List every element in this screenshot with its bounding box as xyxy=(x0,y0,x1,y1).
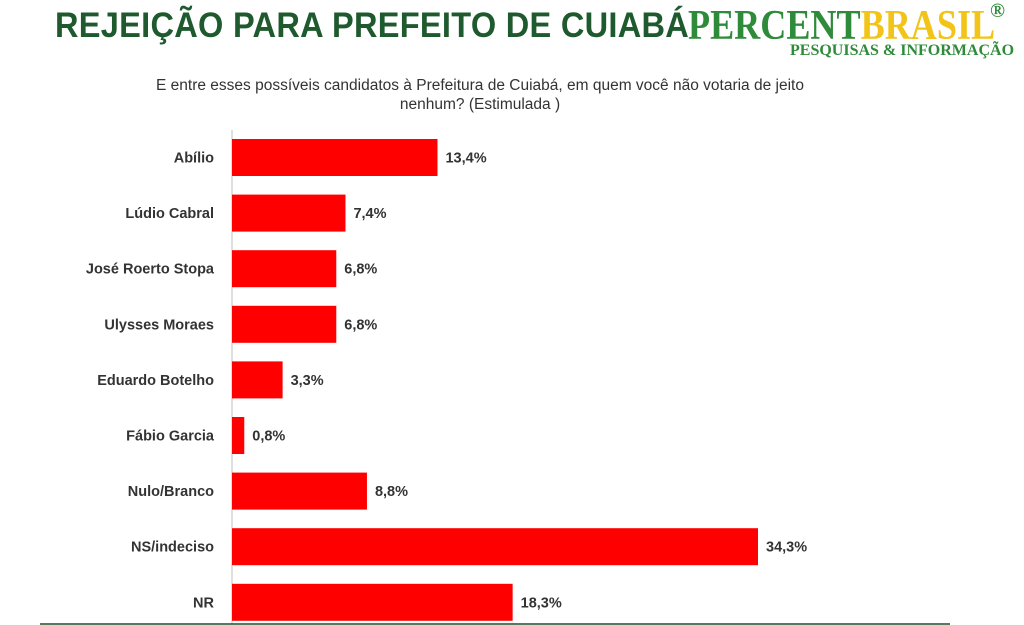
data-label: 6,8% xyxy=(344,262,377,278)
page-title: REJEIÇÃO PARA PREFEITO DE CUIABÁ xyxy=(55,6,690,45)
category-label: Eduardo Botelho xyxy=(97,373,214,389)
category-label: Abílio xyxy=(174,151,214,167)
logo-text-part2: BRASIL xyxy=(860,3,996,49)
survey-question-line1: E entre esses possíveis candidatos à Pre… xyxy=(156,77,804,94)
brand-logo: PERCENTBRASIL ® PESQUISAS & INFORMAÇÃO xyxy=(688,0,1018,64)
bar xyxy=(232,361,283,399)
bar xyxy=(232,305,337,343)
data-label: 0,8% xyxy=(252,429,285,445)
data-label: 18,3% xyxy=(521,595,562,611)
data-label: 7,4% xyxy=(353,206,386,222)
category-label: Nulo/Branco xyxy=(128,484,214,500)
bar xyxy=(232,472,367,510)
category-label: NS/indeciso xyxy=(131,540,214,556)
logo-text-part1: PERCENT xyxy=(688,3,861,49)
registered-mark-icon: ® xyxy=(990,0,1005,22)
bar xyxy=(232,583,513,621)
category-label: NR xyxy=(193,595,214,611)
bar xyxy=(232,194,346,232)
data-label: 6,8% xyxy=(344,317,377,333)
bar xyxy=(232,417,245,454)
category-label: Lúdio Cabral xyxy=(125,206,214,222)
bar xyxy=(232,250,337,288)
category-label: Fábio Garcia xyxy=(126,429,215,445)
data-label: 8,8% xyxy=(375,484,408,500)
category-label: José Roerto Stopa xyxy=(86,262,215,278)
logo-wordmark: PERCENTBRASIL xyxy=(688,2,995,50)
logo-tagline: PESQUISAS & INFORMAÇÃO xyxy=(790,42,1015,59)
bar xyxy=(232,528,758,566)
data-label: 34,3% xyxy=(766,540,807,556)
data-label: 3,3% xyxy=(291,373,324,389)
category-label: Ulysses Moraes xyxy=(104,317,214,333)
survey-question-line2: nenhum? (Estimulada ) xyxy=(399,96,561,113)
bar xyxy=(232,139,438,176)
survey-question: E entre esses possíveis candidatos à Pre… xyxy=(120,76,840,114)
data-label: 13,4% xyxy=(445,151,486,167)
